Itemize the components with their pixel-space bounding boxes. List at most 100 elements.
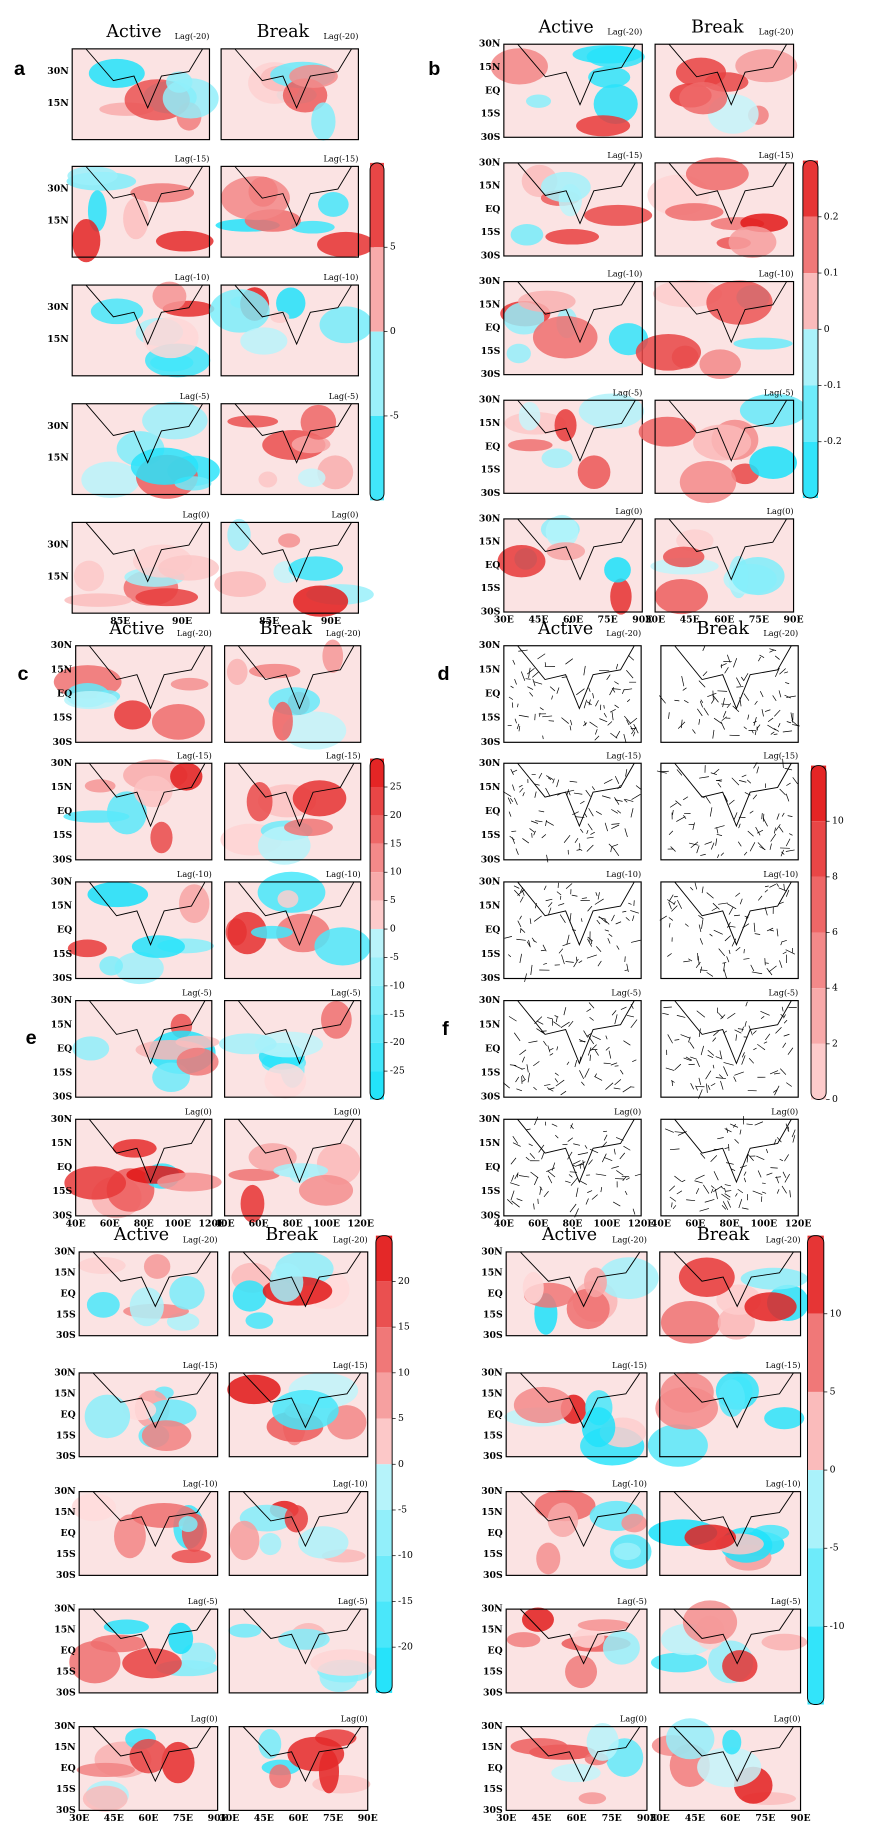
wind-vector (513, 1032, 521, 1042)
wind-vector (741, 774, 747, 778)
wind-vector (568, 1174, 573, 1178)
y-tick-label: 30S (481, 854, 501, 865)
wind-vector (741, 1055, 746, 1065)
y-tick-label: 15N (479, 537, 501, 548)
anomaly-blob (150, 821, 173, 854)
map-frame (654, 399, 795, 494)
wind-vector (512, 1142, 521, 1147)
wind-vector (656, 770, 667, 774)
y-tick-label: 30N (479, 876, 501, 887)
anomaly-blob (699, 349, 741, 380)
x-tick-label: 40E (651, 1219, 671, 1230)
coastline (517, 1118, 635, 1184)
map-panel (490, 43, 645, 138)
column-title: Break (260, 619, 313, 639)
map-panel (228, 1251, 369, 1337)
lag-label: Lag(-5) (180, 391, 210, 401)
wind-vector (739, 1165, 747, 1168)
wind-vector (757, 1170, 762, 1178)
wind-vector (781, 1185, 787, 1194)
wind-vector (594, 898, 604, 905)
wind-vector (705, 1070, 712, 1080)
wind-vector (607, 938, 611, 944)
wind-vector (518, 784, 523, 788)
y-tick-label: 30N (51, 995, 73, 1006)
coastline (88, 1000, 206, 1065)
lag-label: Lag(-20) (333, 1234, 368, 1244)
colorbar-tick-label: -20 (398, 1642, 413, 1653)
wind-vector (701, 886, 704, 894)
wind-vector (510, 768, 514, 775)
y-tick-label: 15S (481, 713, 501, 724)
x-tick-label: 80E (134, 1219, 154, 1230)
wind-vector (720, 1186, 725, 1190)
colorbar-tick-label: 10 (398, 1367, 410, 1378)
colorbar-segment (370, 872, 385, 901)
wind-vector (617, 810, 622, 814)
wind-vector (762, 817, 768, 827)
coastline (88, 762, 206, 828)
wind-vector (692, 822, 695, 830)
anomaly-blob (565, 1655, 598, 1689)
wind-vector (773, 1089, 778, 1093)
anomaly-blob (129, 1287, 164, 1327)
anomaly-blob (554, 409, 577, 442)
wind-vector (744, 1021, 747, 1027)
wind-vector (714, 825, 725, 829)
y-tick-label: 30N (47, 302, 69, 313)
anomaly-blob (114, 951, 164, 985)
wind-vector (625, 917, 630, 921)
map-panel (654, 43, 798, 138)
coastline (519, 1251, 641, 1308)
wind-vector (711, 907, 718, 912)
y-tick-label: 30S (56, 1570, 76, 1581)
wind-vector (683, 960, 691, 963)
wind-vector (761, 813, 763, 820)
wind-vector (749, 810, 754, 814)
y-tick-label: 15N (47, 98, 69, 109)
wind-vector (586, 836, 594, 839)
wind-vector (702, 645, 706, 651)
coastline (237, 1000, 355, 1065)
wind-vector (699, 969, 708, 971)
map-frame (75, 762, 213, 861)
anomaly-blob (650, 1652, 708, 1673)
map-panel (656, 758, 799, 861)
wind-vector (750, 964, 755, 972)
wind-vector (700, 1152, 706, 1159)
wind-vector (706, 972, 714, 977)
anomaly-blob (685, 157, 749, 191)
wind-vector (724, 667, 729, 674)
map-panel (72, 1000, 220, 1098)
y-tick-label: 15S (481, 109, 501, 120)
panel-label: d (438, 663, 450, 685)
lag-label: Lag(0) (341, 1714, 368, 1724)
y-tick-label: 30N (479, 157, 501, 168)
panel-label: b (428, 58, 440, 80)
wind-vector (611, 824, 620, 830)
lag-label: Lag(-10) (333, 1479, 368, 1489)
map-frame (71, 403, 211, 496)
y-tick-label: 15S (483, 1430, 503, 1441)
map-panel (503, 645, 642, 744)
lag-label: Lag(-20) (326, 628, 361, 638)
wind-vector (611, 1010, 617, 1016)
wind-vector (710, 1083, 716, 1087)
map-frame (503, 762, 642, 861)
anomaly-blob (647, 1424, 708, 1467)
wind-vector (722, 1201, 729, 1211)
wind-vector (784, 671, 789, 674)
map-panel (218, 1000, 362, 1099)
wind-vector (764, 962, 769, 964)
wind-vector (767, 717, 774, 723)
anomaly-blob (679, 82, 728, 115)
y-tick-label: 15N (481, 1625, 503, 1636)
wind-vector (707, 692, 717, 698)
panel-label: a (14, 58, 26, 80)
wind-vector (674, 1131, 685, 1134)
wind-vector (713, 768, 720, 774)
coastline (237, 762, 355, 828)
wind-vector (676, 1015, 686, 1018)
map-panel (227, 1372, 369, 1458)
x-tick-label: 90E (358, 1813, 378, 1824)
